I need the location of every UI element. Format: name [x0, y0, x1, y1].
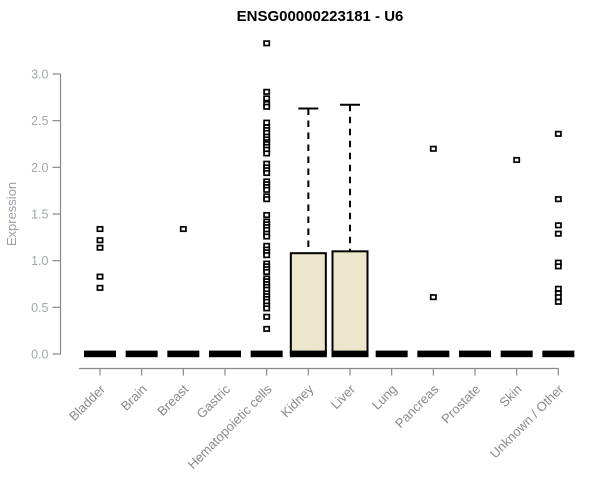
median-bar [542, 350, 575, 358]
outlier-point [263, 103, 271, 110]
category-label: Brain [118, 382, 150, 414]
outlier-point [96, 284, 104, 291]
outlier-point [263, 252, 271, 259]
median-bar [125, 350, 158, 358]
median-bar [331, 350, 369, 358]
outlier-point [429, 145, 437, 152]
median-bar [500, 350, 533, 358]
category-label: Kidney [278, 381, 317, 420]
outlier-point [263, 325, 271, 332]
outlier-point [263, 233, 271, 240]
median-bar [84, 350, 116, 358]
category-label: Gastric [193, 381, 233, 421]
category-label: Prostate [438, 382, 483, 427]
median-bar [209, 350, 242, 358]
median-bar [289, 350, 327, 358]
outlier-point [263, 211, 271, 219]
box [331, 250, 369, 355]
median-bar [375, 350, 408, 358]
outlier-point [263, 119, 271, 126]
outlier-point [554, 285, 562, 292]
outlier-point [263, 169, 271, 177]
outlier-point [263, 40, 271, 47]
outlier-point [96, 273, 104, 280]
category-label: Skin [496, 382, 524, 410]
y-tick-label: 1.0 [31, 254, 48, 268]
outlier-point [179, 225, 187, 233]
y-tick-label: 2.5 [31, 114, 48, 128]
outlier-point [263, 186, 271, 193]
y-axis-label: Expression [4, 182, 19, 246]
category-label: Breast [154, 381, 191, 418]
outlier-point [263, 305, 271, 312]
outlier-point [554, 130, 562, 137]
box [289, 252, 327, 355]
median-bar [250, 350, 283, 358]
outlier-point [263, 313, 271, 320]
category-label: Liver [328, 381, 359, 412]
outlier-point [263, 88, 271, 95]
outlier-point [554, 263, 562, 270]
outlier-point [554, 230, 562, 237]
y-tick-label: 1.5 [31, 208, 48, 222]
category-label: Unknown / Other [487, 381, 567, 461]
outlier-point [263, 196, 271, 203]
y-tick-label: 2.0 [31, 161, 48, 175]
outlier-point [263, 150, 271, 157]
outlier-point [554, 222, 562, 229]
median-bar [459, 350, 492, 358]
y-tick-label: 3.0 [31, 68, 48, 82]
outlier-point [263, 95, 271, 102]
outlier-point [429, 294, 437, 301]
outlier-point [554, 294, 562, 301]
median-bar [167, 350, 200, 358]
chart-title: ENSG00000223181 - U6 [236, 8, 404, 25]
median-bar [417, 350, 450, 358]
outlier-point [554, 298, 562, 305]
category-label: Pancreas [392, 381, 442, 431]
outlier-point [554, 196, 562, 203]
outlier-point [263, 268, 271, 276]
outlier-point [96, 244, 104, 251]
outlier-point [513, 156, 521, 164]
category-label: Bladder [66, 381, 109, 424]
y-tick-label: 0.5 [31, 301, 48, 315]
category-label: Lung [369, 382, 400, 413]
y-tick-label: 0.0 [31, 348, 48, 362]
outlier-point [96, 237, 104, 244]
outlier-point [96, 225, 104, 233]
